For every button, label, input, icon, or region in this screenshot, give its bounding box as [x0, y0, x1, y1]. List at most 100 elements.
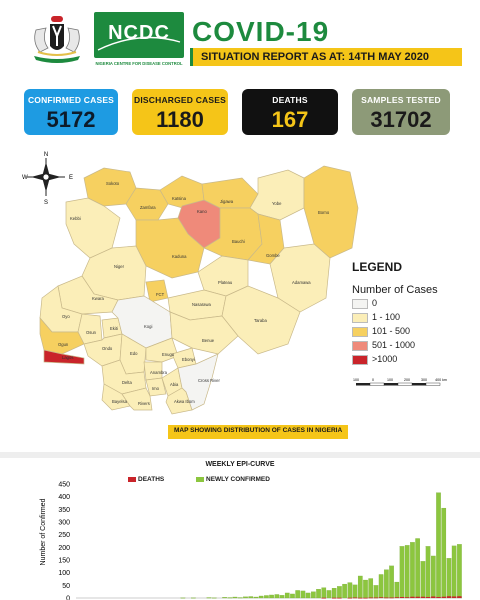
confirmed-bar [363, 579, 368, 599]
deaths-bar [321, 597, 326, 599]
deaths-label: DEATHS [272, 95, 308, 105]
legend-title: LEGEND [352, 260, 403, 274]
nigeria-map: N S E W Sokoto Zamfara Katsina Kano Jigawa Yo… [22, 152, 447, 415]
state-label-ondo: Ondo [102, 346, 113, 351]
logo-swoosh-icon [97, 36, 181, 51]
discharged-cases-card: DISCHARGED CASES 1180 [132, 89, 228, 135]
state-lagos [43, 349, 85, 365]
confirmed-bar [305, 592, 311, 599]
confirmed-bar [441, 507, 447, 599]
deaths-bar [331, 597, 337, 599]
state-label-fct: FCT [156, 292, 165, 297]
report-header: NCDC NIGERIA CENTRE FOR DISEASE CONTROL … [0, 0, 480, 80]
confirmed-bar [326, 590, 332, 599]
confirmed-bar [337, 586, 342, 599]
scale-label: 100 [387, 378, 393, 382]
state-label-kano: Kano [197, 209, 207, 214]
legend-swatch [352, 299, 368, 309]
confirmed-bar [311, 591, 316, 599]
confirmed-bar [316, 589, 321, 599]
chart-legend-label: NEWLY CONFIRMED [206, 476, 270, 483]
confirmed-bar [399, 546, 405, 599]
deaths-bar [410, 596, 415, 598]
legend-subtitle: Number of Cases [352, 284, 438, 296]
confirmed-bar [404, 545, 410, 599]
confirmed-bar [191, 597, 196, 599]
confirmed-bar [227, 597, 233, 599]
state-label-katsina: Katsina [172, 196, 187, 201]
deaths-bar [420, 596, 426, 598]
deaths-bar [425, 596, 431, 598]
compass-icon: N S E W [22, 152, 73, 206]
confirmed-bar [243, 596, 248, 599]
deaths-bar [436, 596, 441, 598]
deaths-card: DEATHS 167 [242, 89, 338, 135]
deaths-value: 167 [271, 107, 309, 132]
state-label-gombe: Gombe [266, 253, 280, 258]
samples-tested-value: 31702 [370, 107, 432, 132]
confirmed-bar [347, 582, 353, 599]
state-fct [145, 279, 169, 303]
y-tick-label: 450 [58, 482, 70, 489]
legend-swatch [352, 355, 368, 365]
legend-item-label: 1 - 100 [372, 312, 401, 322]
state-label-kwara: Kwara [92, 296, 105, 301]
state-enugu [145, 337, 179, 363]
deaths-bar [337, 597, 342, 599]
state-ogun [39, 317, 85, 355]
compass-s-label: S [44, 200, 48, 206]
compass-n-label: N [44, 152, 48, 158]
state-label-rivers: Rivers [138, 401, 150, 406]
deaths-bar [358, 597, 363, 599]
confirmed-cases-value: 5172 [46, 107, 96, 132]
confirmed-bar [415, 538, 420, 599]
confirmed-bar [446, 558, 452, 599]
confirmed-bar [290, 593, 295, 599]
deaths-bar [368, 597, 373, 599]
discharged-cases-label: DISCHARGED CASES [134, 95, 226, 105]
state-benue [169, 311, 239, 355]
deaths-bar [451, 596, 457, 598]
confirmed-bar [389, 565, 394, 599]
state-adamawa [269, 243, 331, 313]
y-tick-label: 200 [58, 545, 70, 552]
y-tick-label: 150 [58, 558, 70, 565]
state-label-bauchi: Bauchi [232, 239, 245, 244]
discharged-cases-value: 1180 [156, 107, 204, 132]
legend-item-label: 0 [372, 298, 378, 308]
confirmed-bar [284, 592, 290, 599]
samples-tested-card: SAMPLES TESTED 31702 [352, 89, 450, 135]
confirmed-cases-card: CONFIRMED CASES 5172 [24, 89, 118, 135]
page-subtitle: SITUATION REPORT AS AT: 14TH MAY 2020 [201, 51, 429, 63]
state-yobe [249, 169, 305, 221]
confirmed-bar [420, 561, 426, 599]
confirmed-bar [457, 544, 462, 599]
state-label-cross-river: Cross River [198, 378, 220, 383]
state-label-osun: Osun [86, 330, 97, 335]
state-label-kaduna: Kaduna [172, 254, 187, 259]
deaths-bar [405, 597, 410, 599]
chart-legend-confirmed: NEWLY CONFIRMED [196, 476, 270, 486]
legend-item-label: 501 - 1000 [372, 340, 416, 350]
compass-e-label: E [69, 175, 73, 181]
state-label-imo: Imo [152, 386, 160, 391]
ncdc-logo-subtitle: NIGERIA CENTRE FOR DISEASE CONTROL [95, 61, 183, 66]
deaths-bar [441, 596, 446, 598]
state-label-niger: Niger [114, 264, 125, 269]
y-axis-label: Number of Confirmed [40, 498, 47, 565]
confirmed-bar [269, 594, 274, 599]
legend-swatch [352, 327, 368, 337]
confirmed-bar [357, 575, 363, 599]
y-tick-label: 300 [58, 520, 70, 527]
scale-label: 300 [421, 378, 427, 382]
state-imo [145, 377, 167, 397]
scale-label: 400 km [435, 378, 447, 382]
scale-label: 200 [404, 378, 410, 382]
page-title: COVID-19 [192, 16, 330, 47]
samples-tested-label: SAMPLES TESTED [361, 95, 441, 105]
state-label-sokoto: Sokoto [106, 181, 120, 186]
state-label-enugu: Enugu [162, 352, 175, 357]
scale-label: 100 [353, 378, 359, 382]
confirmed-bar [451, 545, 457, 599]
confirmed-cases-label: CONFIRMED CASES [27, 95, 115, 105]
